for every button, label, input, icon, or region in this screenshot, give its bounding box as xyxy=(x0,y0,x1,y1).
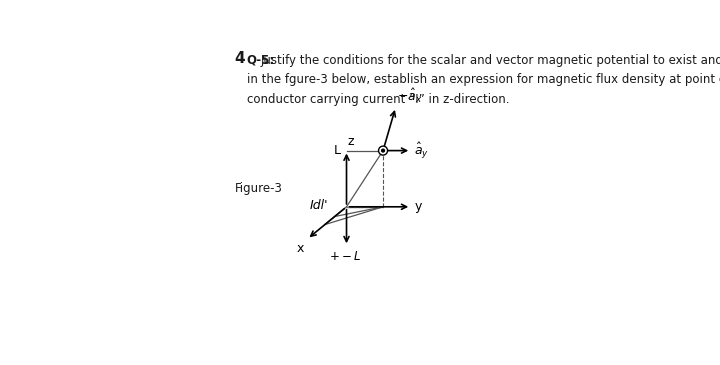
Text: Q-5:: Q-5: xyxy=(247,54,275,67)
Text: y: y xyxy=(415,200,422,213)
Text: Idl': Idl' xyxy=(310,199,328,212)
Text: $-\hat{a}_x$: $-\hat{a}_x$ xyxy=(397,87,423,105)
Text: Figure-3: Figure-3 xyxy=(235,182,282,195)
Text: conductor carrying current “I” in z-direction.: conductor carrying current “I” in z-dire… xyxy=(247,93,509,106)
Text: in the fgure-3 below, establish an expression for magnetic flux density at point: in the fgure-3 below, establish an expre… xyxy=(247,73,720,86)
Text: Justify the conditions for the scalar and vector magnetic potential to exist and: Justify the conditions for the scalar an… xyxy=(260,54,720,67)
Text: 4: 4 xyxy=(235,51,246,66)
Text: x: x xyxy=(297,242,305,255)
Text: L: L xyxy=(333,144,341,157)
Circle shape xyxy=(382,149,384,152)
Text: $\hat{a}_y$: $\hat{a}_y$ xyxy=(414,141,429,161)
Circle shape xyxy=(379,146,387,155)
Text: z: z xyxy=(348,135,354,148)
Text: $+-L$: $+-L$ xyxy=(329,250,361,264)
